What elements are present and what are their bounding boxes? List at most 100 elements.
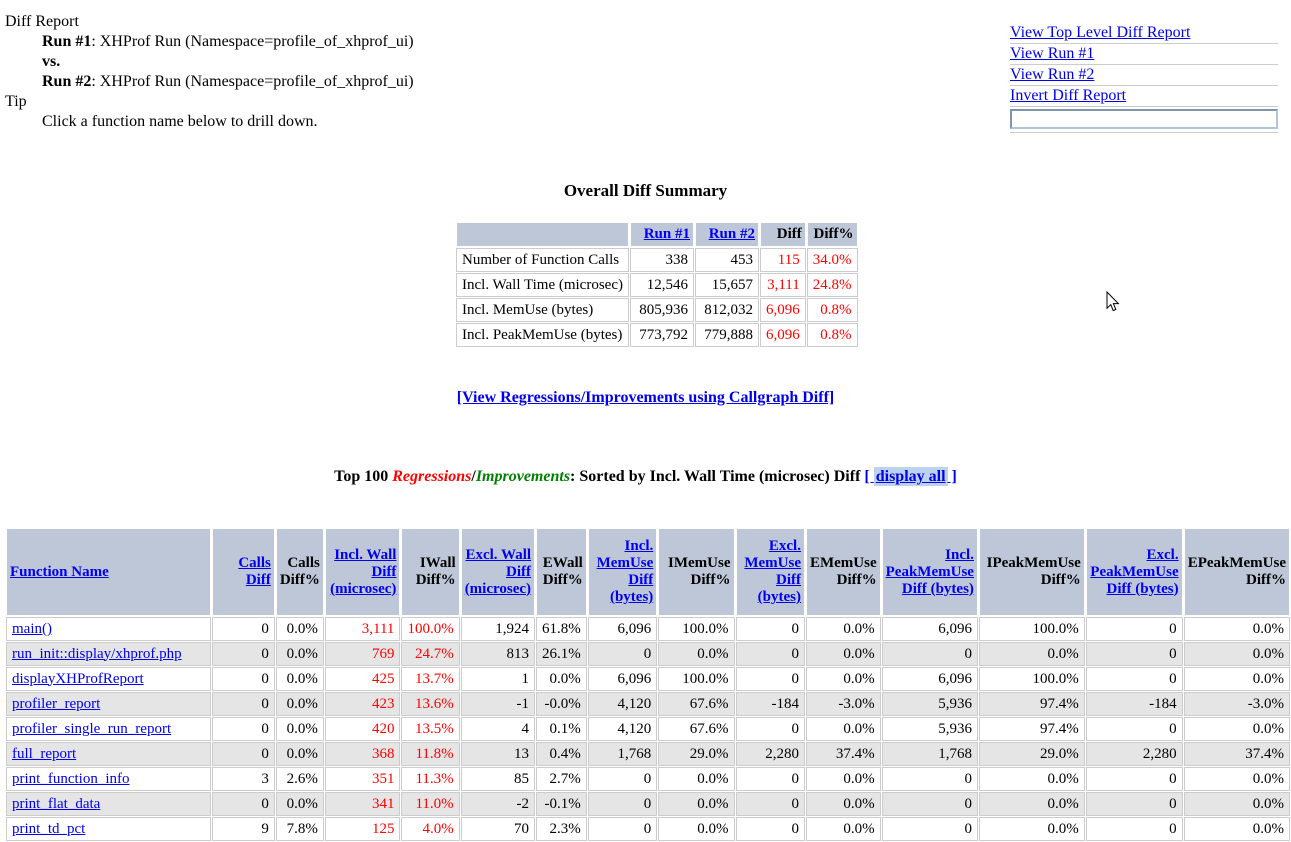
value-cell: 13.7%	[401, 667, 460, 691]
table-row: print_function_info 3 2.6% 351 11.3% 85 2.7% 0 0…	[6, 767, 1290, 791]
value-cell: 1,924	[460, 617, 536, 641]
value-cell: 0.0%	[978, 817, 1085, 841]
function-name-cell: profiler_report	[6, 692, 211, 716]
sort-link-function-name[interactable]: Function Name	[10, 563, 109, 580]
value-cell: 4.0%	[401, 817, 460, 841]
nav-row: Invert Diff Report	[1010, 86, 1278, 107]
value-cell: 0.0%	[658, 817, 735, 841]
col-header-incl-memuse-diff-bytes[interactable]: Incl. MemUse Diff (bytes)	[587, 528, 658, 616]
value-cell: 0	[211, 642, 275, 666]
nav-link-view-run-1[interactable]: View Run #1	[1010, 45, 1095, 62]
value-cell: 70	[460, 817, 536, 841]
col-header-iwall-diff: IWall Diff%	[401, 528, 460, 616]
value-cell: 9	[211, 817, 275, 841]
value-cell: 0.0%	[805, 767, 881, 791]
value-cell: 5,936	[881, 717, 978, 741]
table-row: run_init::display/xhprof.php 0 0.0% 769 24.7…	[6, 642, 1290, 666]
value-cell: 0.0%	[1183, 792, 1290, 816]
nav-row: View Top Level Diff Report	[1010, 23, 1278, 44]
sort-link-excl-peakmemuse-diff-bytes[interactable]: Excl. PeakMemUse Diff (bytes)	[1090, 546, 1179, 597]
sort-link-excl-wall-diff-microsec[interactable]: Excl. Wall Diff (microsec)	[464, 546, 532, 597]
function-link-full-report[interactable]: full_report	[12, 745, 77, 762]
nav-row: View Run #2	[1010, 65, 1278, 86]
nav-link-invert-diff-report[interactable]: Invert Diff Report	[1010, 87, 1127, 104]
run2-label: Run #2	[42, 73, 92, 90]
summary-sort-link-run-2[interactable]: Run #2	[708, 226, 755, 242]
display-all-link[interactable]: [ display all ]	[864, 467, 957, 486]
value-cell: 0	[881, 767, 978, 791]
function-link-displayxhprofreport[interactable]: displayXHProfReport	[12, 670, 144, 687]
value-cell: 0	[1085, 717, 1183, 741]
function-link-main[interactable]: main()	[12, 620, 52, 637]
value-cell: 67.6%	[658, 717, 735, 741]
value-cell: 0	[881, 642, 978, 666]
col-header-excl-peakmemuse-diff-bytes[interactable]: Excl. PeakMemUse Diff (bytes)	[1085, 528, 1183, 616]
summary-sort-link-run-1[interactable]: Run #1	[643, 226, 690, 242]
value-cell: 425	[324, 667, 401, 691]
value-cell: 11.3%	[401, 767, 460, 791]
summary-row: Incl. Wall Time (microsec) 12,546 15,657 3,…	[456, 273, 858, 297]
value-cell: 1	[460, 667, 536, 691]
function-name-cell: main()	[6, 617, 211, 641]
col-header-function-name[interactable]: Function Name	[6, 528, 211, 616]
value-cell: 0	[881, 817, 978, 841]
function-name-cell: print_flat_data	[6, 792, 211, 816]
run1-label: Run #1	[42, 33, 92, 50]
value-cell: 13	[460, 742, 536, 766]
sort-link-excl-memuse-diff-bytes[interactable]: Excl. MemUse Diff (bytes)	[744, 538, 801, 605]
sort-link-incl-memuse-diff-bytes[interactable]: Incl. MemUse Diff (bytes)	[596, 538, 654, 605]
sort-link-calls-diff[interactable]: Calls Diff	[238, 555, 271, 588]
callgraph-diff-link[interactable]: [View Regressions/Improvements using Cal…	[456, 389, 835, 406]
value-cell: 0	[735, 717, 805, 741]
col-header-calls-diff[interactable]: Calls Diff	[211, 528, 275, 616]
tip-label: Tip	[5, 93, 27, 110]
value-cell: 4,120	[587, 692, 658, 716]
value-cell: 0	[211, 717, 275, 741]
summary-col-header-run-2[interactable]: Run #2	[695, 222, 759, 247]
col-header-incl-wall-diff-microsec[interactable]: Incl. Wall Diff (microsec)	[324, 528, 401, 616]
value-cell: -3.0%	[1183, 692, 1290, 716]
value-cell: 0	[211, 792, 275, 816]
col-header-incl-peakmemuse-diff-bytes[interactable]: Incl. PeakMemUse Diff (bytes)	[881, 528, 978, 616]
run1-line: Run #1: XHProf Run (Namespace=profile_of…	[42, 32, 414, 52]
report-info: Diff Report Run #1: XHProf Run (Namespac…	[5, 12, 414, 132]
sort-link-incl-peakmemuse-diff-bytes[interactable]: Incl. PeakMemUse Diff (bytes)	[885, 546, 974, 597]
function-link-profiler-single-run-report[interactable]: profiler_single_run_report	[12, 720, 172, 737]
col-header-calls-diff: Calls Diff%	[275, 528, 324, 616]
mouse-cursor	[1106, 291, 1120, 312]
nav-link-view-top-level-diff-report[interactable]: View Top Level Diff Report	[1010, 24, 1191, 41]
run2-desc: : XHProf Run (Namespace=profile_of_xhpro…	[91, 73, 414, 90]
summary-col-header-diff: Diff%	[806, 222, 858, 247]
function-link-print-td-pct[interactable]: print_td_pct	[12, 820, 86, 837]
nav-link-view-run-2[interactable]: View Run #2	[1010, 66, 1095, 83]
sort-link-incl-wall-diff-microsec[interactable]: Incl. Wall Diff (microsec)	[330, 546, 397, 597]
value-cell: 368	[324, 742, 401, 766]
value-cell: 0	[211, 742, 275, 766]
table-row: profiler_single_run_report 0 0.0% 420 13.5% 4…	[6, 717, 1290, 741]
function-link-print-flat-data[interactable]: print_flat_data	[12, 795, 101, 812]
col-header-excl-wall-diff-microsec[interactable]: Excl. Wall Diff (microsec)	[460, 528, 536, 616]
summary-diff-value: 6,096	[760, 323, 806, 347]
col-header-excl-memuse-diff-bytes[interactable]: Excl. MemUse Diff (bytes)	[735, 528, 805, 616]
value-cell: 0.0%	[658, 642, 735, 666]
value-cell: 0	[1085, 792, 1183, 816]
function-link-print-function-info[interactable]: print_function_info	[12, 770, 130, 787]
function-link-profiler-report[interactable]: profiler_report	[12, 695, 101, 712]
value-cell: 341	[324, 792, 401, 816]
value-cell: 29.0%	[658, 742, 735, 766]
value-cell: 13.5%	[401, 717, 460, 741]
value-cell: 0	[587, 642, 658, 666]
summary-col-header-run-1[interactable]: Run #1	[630, 222, 694, 247]
value-cell: 423	[324, 692, 401, 716]
run-id-input[interactable]	[1010, 109, 1278, 129]
value-cell: 100.0%	[401, 617, 460, 641]
table-row: profiler_report 0 0.0% 423 13.6% -1 -0.0% 4,120…	[6, 692, 1290, 716]
display-all-highlight: display all	[873, 467, 948, 486]
value-cell: 5,936	[881, 692, 978, 716]
col-header-ipeakmemuse-diff: IPeakMemUse Diff%	[978, 528, 1085, 616]
value-cell: 1,768	[587, 742, 658, 766]
function-link-run-init-display-xhprof-php[interactable]: run_init::display/xhprof.php	[12, 645, 182, 662]
value-cell: 2,280	[1085, 742, 1183, 766]
col-header-ememuse-diff: EMemUse Diff%	[805, 528, 881, 616]
value-cell: 2,280	[735, 742, 805, 766]
